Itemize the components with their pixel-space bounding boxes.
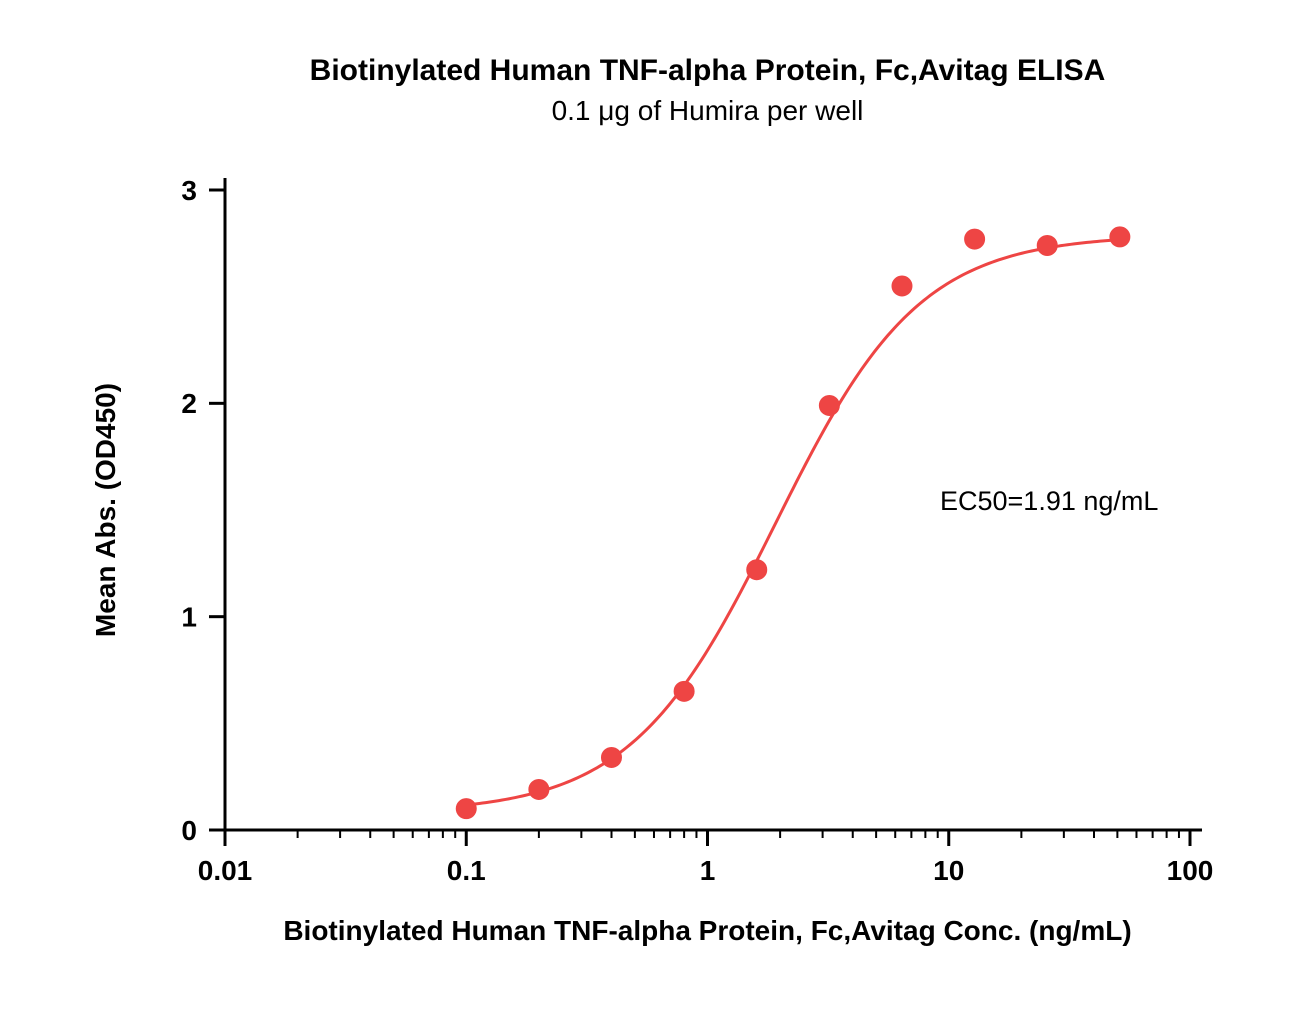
- y-tick-label: 2: [181, 388, 197, 419]
- ec50-annotation: EC50=1.91 ng/mL: [940, 486, 1158, 516]
- x-tick-label: 0.1: [447, 855, 486, 886]
- data-point: [892, 276, 912, 296]
- data-point: [601, 747, 621, 767]
- data-point: [1037, 235, 1057, 255]
- x-tick-label: 10: [933, 855, 964, 886]
- x-tick-label: 100: [1167, 855, 1214, 886]
- y-tick-label: 3: [181, 175, 197, 206]
- data-point: [965, 229, 985, 249]
- chart-svg: Biotinylated Human TNF-alpha Protein, Fc…: [0, 0, 1295, 1029]
- data-point: [529, 779, 549, 799]
- y-axis-label: Mean Abs. (OD450): [90, 383, 121, 637]
- chart-title: Biotinylated Human TNF-alpha Protein, Fc…: [310, 54, 1106, 87]
- x-tick-label: 0.01: [198, 855, 253, 886]
- data-point: [1110, 227, 1130, 247]
- chart-container: Biotinylated Human TNF-alpha Protein, Fc…: [0, 0, 1295, 1029]
- x-axis-label: Biotinylated Human TNF-alpha Protein, Fc…: [283, 915, 1131, 946]
- data-point: [819, 395, 839, 415]
- y-tick-label: 0: [181, 815, 197, 846]
- data-point: [674, 681, 694, 701]
- data-point: [747, 560, 767, 580]
- x-tick-label: 1: [700, 855, 716, 886]
- chart-subtitle: 0.1 μg of Humira per well: [552, 95, 864, 126]
- data-point: [456, 799, 476, 819]
- y-tick-label: 1: [181, 601, 197, 632]
